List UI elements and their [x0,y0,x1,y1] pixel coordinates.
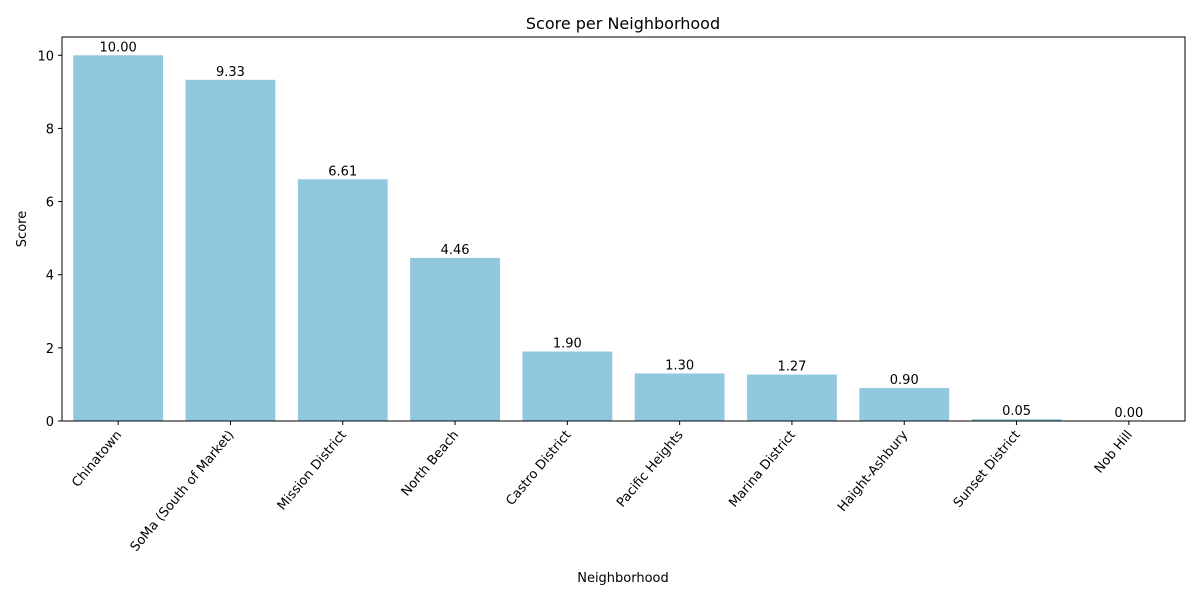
y-tick-label-2: 4 [46,269,54,284]
y-axis-ticks: 0 2 4 6 8 10 [37,49,62,430]
x-tick-label-9: Nob Hill [1092,428,1136,476]
x-tick-label-0: Chinatown [69,428,125,491]
y-tick-label-4: 8 [46,122,54,137]
bar-6 [747,374,837,421]
bar-8 [971,419,1062,421]
y-tick-label-3: 6 [46,196,54,211]
x-tick-label-3: North Beach [399,428,462,500]
data-label-5: 1.30 [665,358,694,373]
bar-3 [410,257,500,421]
plot-frame [61,36,1186,422]
bar-7 [859,388,950,421]
data-label-7: 0.90 [890,373,919,388]
x-tick-label-1: SoMa (South of Market) [128,428,238,555]
data-label-3: 4.46 [441,243,470,258]
data-label-9: 0.00 [1114,406,1143,421]
data-label-4: 1.90 [553,337,582,352]
x-tick-label-7: Haight-Ashbury [835,428,911,515]
x-tick-label-6: Marina District [726,428,799,511]
data-label-8: 0.05 [1002,404,1031,419]
bars-group [73,55,1062,422]
y-tick-label-0: 0 [46,415,54,430]
bar-5 [634,373,725,421]
bar-1 [185,79,276,421]
data-label-2: 6.61 [328,164,357,179]
bar-0 [73,55,164,422]
data-label-6: 1.27 [777,360,806,375]
data-label-0: 10.00 [100,40,137,55]
bar-4 [522,351,613,421]
x-tick-label-2: Mission District [275,428,350,513]
data-labels-group: 10.00 9.33 6.61 4.46 1.90 1.30 1.27 0.90 0.05 0.0… [100,40,1144,421]
bar-2 [297,179,388,421]
x-axis-ticks: Chinatown SoMa (South of Market) Mission D… [69,421,1136,555]
x-tick-label-4: Castro District [503,428,574,509]
x-tick-label-8: Sunset District [951,428,1024,511]
x-tick-label-5: Pacific Heights [614,428,687,511]
y-tick-label-1: 2 [46,342,54,357]
data-label-1: 9.33 [216,65,245,80]
chart-title: Score per Neighborhood [526,14,720,33]
x-axis-label: Neighborhood [577,571,669,586]
y-axis-label: Score [15,211,30,247]
y-tick-label-5: 10 [37,49,54,64]
